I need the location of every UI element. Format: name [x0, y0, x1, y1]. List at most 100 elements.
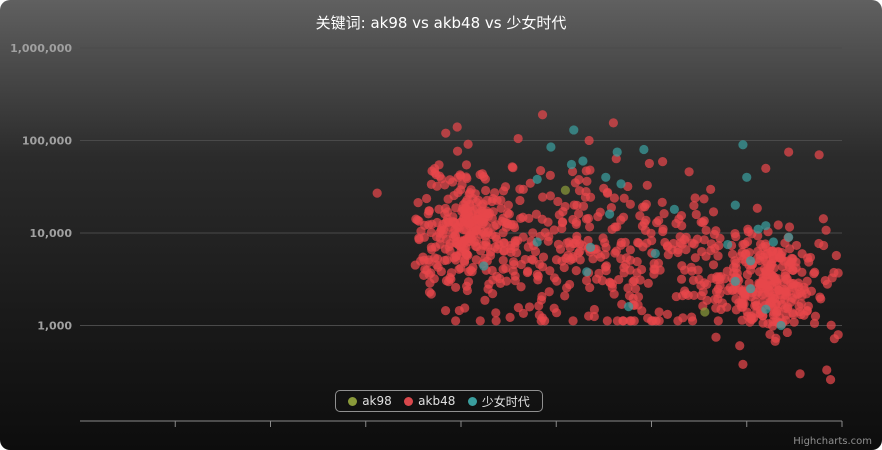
akb48-point	[676, 274, 687, 284]
akb48-point	[535, 166, 546, 176]
akb48-point	[585, 165, 595, 175]
akb48-point	[573, 209, 584, 219]
akb48-point	[744, 248, 755, 258]
shoujo-jidai-point	[669, 204, 679, 214]
akb48-point	[531, 209, 541, 219]
akb48-point	[607, 224, 617, 234]
akb48-point	[804, 257, 814, 267]
legend-dot-ak98	[348, 396, 358, 406]
shoujo-jidai-point	[601, 172, 611, 182]
akb48-point	[565, 243, 575, 253]
akb48-point	[483, 284, 493, 294]
akb48-point	[569, 200, 579, 210]
akb48-point	[558, 207, 568, 217]
akb48-point	[555, 244, 566, 254]
akb48-point	[459, 236, 470, 246]
akb48-point	[737, 247, 747, 257]
akb48-point	[584, 222, 595, 232]
akb48-point	[751, 289, 762, 300]
akb48-point	[740, 292, 750, 302]
akb48-point	[608, 118, 619, 128]
akb48-point	[699, 216, 709, 226]
akb48-point	[687, 238, 697, 248]
akb48-point	[663, 250, 673, 260]
akb48-point	[505, 312, 515, 322]
akb48-point	[442, 255, 452, 265]
akb48-point	[715, 233, 725, 243]
akb48-point	[507, 162, 517, 172]
akb48-point	[498, 255, 508, 266]
akb48-point	[480, 295, 490, 305]
akb48-point	[432, 181, 442, 191]
akb48-point	[482, 195, 492, 206]
akb48-point	[582, 176, 592, 186]
akb48-point	[462, 173, 472, 184]
akb48-point	[600, 249, 610, 260]
akb48-point	[713, 251, 723, 261]
akb48-point	[473, 211, 483, 221]
legend-item-akb48[interactable]: akb48	[404, 394, 455, 408]
legend-item-shoujo-jidai[interactable]: 少女时代	[467, 393, 530, 410]
shoujo-jidai-point	[650, 248, 660, 259]
akb48-point	[827, 273, 837, 283]
akb48-point	[701, 251, 711, 261]
akb48-point	[558, 217, 568, 227]
akb48-point	[524, 302, 535, 312]
akb48-point	[481, 237, 491, 247]
akb48-point	[749, 313, 759, 323]
akb48-point	[475, 169, 485, 180]
akb48-point	[821, 225, 831, 235]
akb48-point	[688, 275, 699, 285]
akb48-point	[452, 146, 463, 156]
akb48-point	[479, 217, 489, 227]
akb48-point	[440, 209, 450, 219]
akb48-point	[758, 297, 768, 307]
legend-item-ak98[interactable]: ak98	[348, 394, 392, 408]
akb48-point	[780, 271, 791, 281]
akb48-point	[646, 228, 656, 238]
akb48-point	[545, 191, 556, 201]
akb48-point	[714, 241, 724, 251]
akb48-point	[708, 207, 719, 217]
akb48-point	[570, 178, 580, 188]
akb48-point	[770, 293, 780, 304]
akb48-point	[652, 218, 662, 228]
legend-label-akb48: akb48	[418, 394, 456, 408]
shoujo-jidai-point	[612, 147, 622, 157]
shoujo-jidai-point	[738, 140, 748, 150]
akb48-point	[544, 287, 554, 297]
akb48-point	[545, 170, 555, 180]
shoujo-jidai-point	[776, 320, 786, 331]
akb48-point	[420, 220, 430, 230]
akb48-point	[605, 277, 615, 287]
shoujo-jidai-point	[582, 267, 592, 277]
akb48-point	[625, 199, 635, 209]
akb48-point	[678, 313, 688, 323]
akb48-point	[723, 285, 733, 296]
akb48-point	[591, 274, 602, 284]
akb48-point	[430, 253, 440, 263]
akb48-point	[481, 185, 491, 196]
akb48-point	[630, 284, 641, 294]
credits-link[interactable]: Highcharts.com	[793, 436, 872, 447]
akb48-point	[537, 110, 548, 120]
akb48-point	[589, 311, 599, 322]
shoujo-jidai-point	[730, 276, 740, 286]
akb48-point	[713, 316, 723, 326]
akb48-point	[506, 219, 516, 230]
akb48-point	[561, 283, 572, 293]
akb48-point	[434, 160, 444, 170]
akb48-point	[819, 240, 829, 251]
akb48-point	[513, 133, 523, 144]
akb48-point	[537, 291, 547, 302]
akb48-point	[453, 172, 463, 182]
shoujo-jidai-point	[761, 304, 771, 314]
akb48-point	[525, 178, 535, 188]
shoujo-jidai-point	[624, 302, 634, 312]
akb48-point	[538, 252, 549, 262]
shoujo-jidai-point	[784, 232, 794, 242]
akb48-point	[533, 275, 543, 285]
akb48-point	[770, 336, 780, 346]
akb48-point	[372, 188, 382, 198]
akb48-point	[418, 252, 428, 262]
